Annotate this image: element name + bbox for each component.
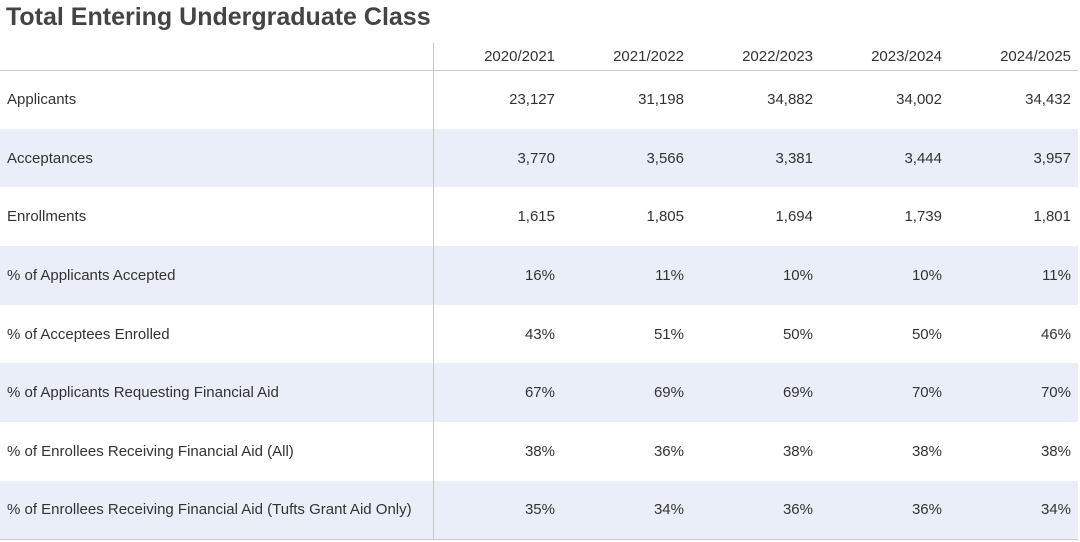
table-cell: 3,566 [646, 149, 684, 167]
column-header: 2020/2021 [433, 43, 562, 71]
table-row: % of Enrollees Receiving Financial Aid (… [0, 480, 1078, 540]
table-cell: 1,801 [1033, 208, 1071, 226]
table-cell: 38% [1040, 442, 1071, 460]
table-cell: 50% [782, 325, 813, 343]
table-cell: 35% [433, 480, 562, 540]
table-cell: 34% [949, 480, 1078, 540]
table-cell: 3,770 [517, 149, 555, 167]
table-cell: 23,127 [509, 91, 555, 109]
row-label: Acceptances [0, 128, 434, 188]
row-label: Applicants [0, 70, 434, 129]
table-cell: 36% [691, 480, 820, 540]
table-cell: 1,805 [646, 208, 684, 226]
column-header: 2024/2025 [949, 43, 1078, 71]
header-corner [0, 43, 434, 71]
column-header: 2021/2022 [562, 43, 691, 71]
table-cell: 38% [524, 442, 555, 460]
table-cell: 11% [655, 266, 684, 284]
table-cell: 1,739 [904, 208, 942, 226]
table-row: % of Applicants Requesting Financial Aid… [0, 363, 1078, 423]
table-cell: 3,381 [775, 149, 813, 167]
table-cell: 16% [524, 266, 555, 284]
table-row: Acceptances 3,770 3,566 3,381 3,444 3,95… [0, 128, 1078, 188]
table-cell: 69% [782, 384, 813, 402]
row-label: % of Applicants Requesting Financial Aid [0, 363, 434, 423]
table-cell: 34% [562, 480, 691, 540]
table-row: Enrollments 1,615 1,805 1,694 1,739 1,80… [0, 187, 1078, 247]
table-cell: 51% [653, 325, 684, 343]
table-cell: 10% [782, 266, 813, 284]
row-label: % of Acceptees Enrolled [0, 304, 434, 364]
column-header: 2023/2024 [820, 43, 949, 71]
table-cell: 31,198 [638, 91, 684, 109]
row-label: % of Enrollees Receiving Financial Aid (… [0, 422, 434, 481]
admissions-table: 2020/2021 2021/2022 2022/2023 2023/2024 … [0, 43, 1078, 540]
table-cell: 34,432 [1025, 91, 1071, 109]
table-cell: 34,002 [896, 91, 942, 109]
table-row: Applicants 23,127 31,198 34,882 34,002 3… [0, 70, 1078, 129]
table-cell: 36% [653, 442, 684, 460]
table-cell: 11% [1042, 266, 1071, 284]
column-header: 2022/2023 [691, 43, 820, 71]
row-label: % of Enrollees Receiving Financial Aid (… [0, 480, 434, 540]
table-cell: 3,957 [1033, 149, 1071, 167]
table-cell: 1,694 [775, 208, 813, 226]
page-title: Total Entering Undergraduate Class [6, 3, 431, 31]
table-cell: 70% [911, 384, 942, 402]
table-row: % of Applicants Accepted 16% 11% 10% 10%… [0, 246, 1078, 305]
table-cell: 69% [653, 384, 684, 402]
table-cell: 50% [911, 325, 942, 343]
table-cell: 46% [1040, 325, 1071, 343]
table-cell: 38% [782, 442, 813, 460]
table-cell: 43% [524, 325, 555, 343]
table-cell: 3,444 [904, 149, 942, 167]
table-cell: 1,615 [517, 208, 555, 226]
table-cell: 67% [524, 384, 555, 402]
table-row: % of Enrollees Receiving Financial Aid (… [0, 422, 1078, 481]
table-cell: 34,882 [767, 91, 813, 109]
table-row: % of Acceptees Enrolled 43% 51% 50% 50% … [0, 304, 1078, 364]
table-header-row: 2020/2021 2021/2022 2022/2023 2023/2024 … [0, 43, 1078, 71]
table-cell: 10% [911, 266, 942, 284]
row-label: % of Applicants Accepted [0, 246, 434, 305]
table-cell: 36% [820, 480, 949, 540]
row-label: Enrollments [0, 187, 434, 247]
table-cell: 38% [911, 442, 942, 460]
table-cell: 70% [1040, 384, 1071, 402]
